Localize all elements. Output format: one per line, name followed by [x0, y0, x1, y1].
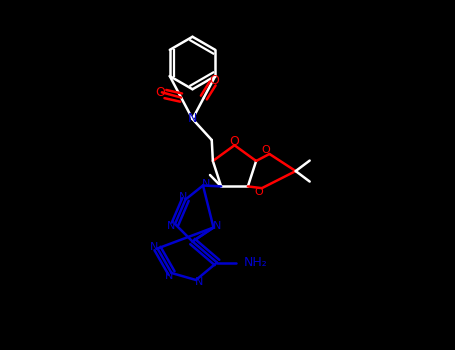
- Text: O: O: [230, 134, 239, 148]
- Text: O: O: [155, 86, 165, 99]
- Text: O: O: [262, 145, 270, 155]
- Text: N: N: [202, 179, 211, 189]
- Text: N: N: [188, 112, 197, 126]
- Text: O: O: [209, 74, 219, 86]
- Text: N: N: [165, 271, 173, 281]
- Text: N: N: [213, 221, 221, 231]
- Text: N: N: [150, 242, 158, 252]
- Text: N: N: [178, 192, 187, 202]
- Text: O: O: [254, 187, 263, 197]
- Text: N: N: [167, 221, 176, 231]
- Text: NH₂: NH₂: [244, 256, 268, 269]
- Text: N: N: [195, 277, 204, 287]
